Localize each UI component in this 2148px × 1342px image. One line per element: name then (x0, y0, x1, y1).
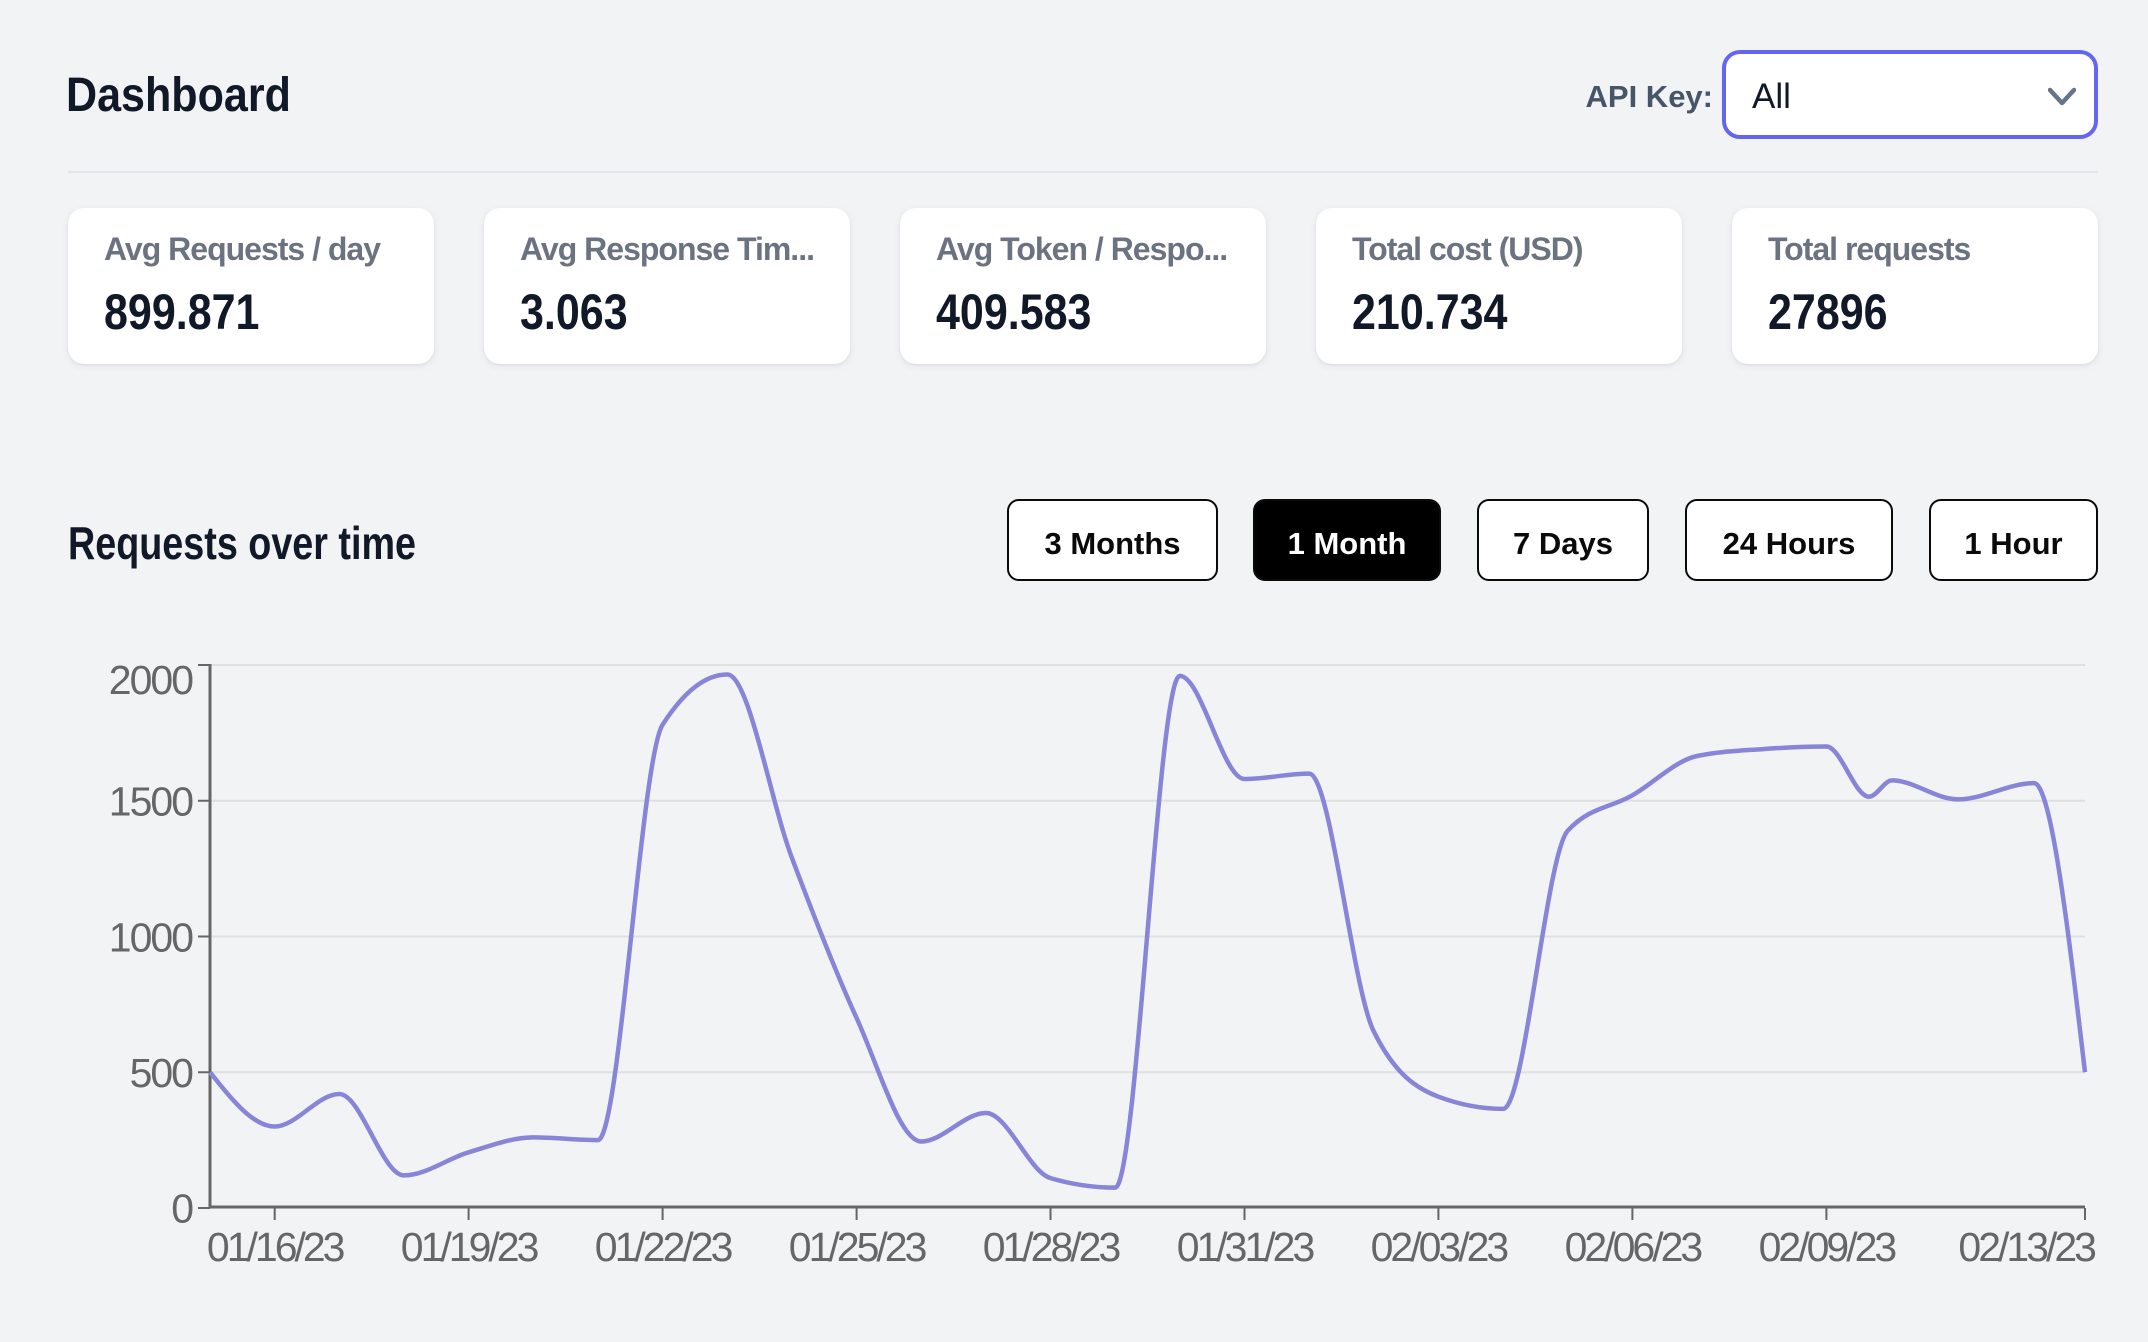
svg-text:02/03/23: 02/03/23 (1371, 1224, 1508, 1270)
svg-text:1000: 1000 (109, 914, 193, 960)
svg-text:500: 500 (130, 1050, 194, 1096)
svg-text:02/06/23: 02/06/23 (1565, 1224, 1702, 1270)
svg-text:01/16/23: 01/16/23 (207, 1224, 344, 1270)
svg-text:02/09/23: 02/09/23 (1759, 1224, 1896, 1270)
svg-text:01/19/23: 01/19/23 (401, 1224, 538, 1270)
svg-text:01/31/23: 01/31/23 (1177, 1224, 1314, 1270)
svg-text:2000: 2000 (109, 657, 193, 703)
svg-text:01/28/23: 01/28/23 (983, 1224, 1120, 1270)
svg-text:01/22/23: 01/22/23 (595, 1224, 732, 1270)
svg-text:1500: 1500 (109, 779, 193, 825)
svg-text:0: 0 (171, 1186, 193, 1232)
svg-text:01/25/23: 01/25/23 (789, 1224, 926, 1270)
svg-text:02/13/23: 02/13/23 (1958, 1224, 2095, 1270)
